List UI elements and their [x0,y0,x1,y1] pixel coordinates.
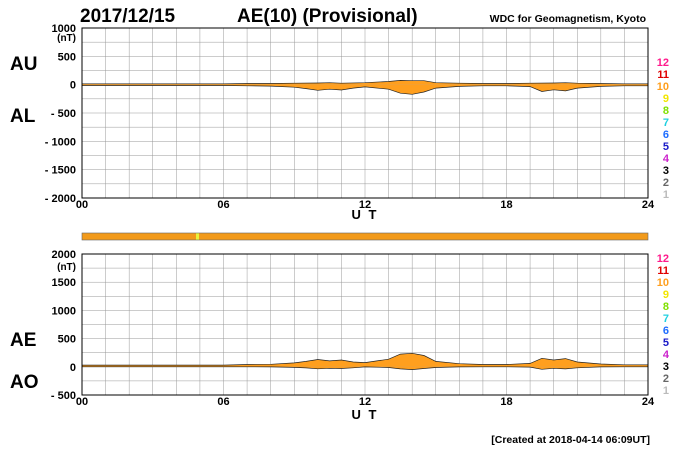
station-legend-item: 7 [663,313,669,325]
x-tick-label: 00 [76,396,88,408]
x-tick-label: 24 [642,199,655,211]
x-tick-label: 12 [359,396,371,408]
station-legend-item: 1 [663,385,669,397]
ae-ao-panel: 2000 1500 1000 500 0 - 500 (nT) 00 06 12 18 24 U T AE… [10,249,655,422]
y-tick-label: 500 [58,334,76,346]
station-legend-item: 10 [657,277,669,289]
y-tick-label: - 500 [51,390,76,402]
x-tick-label: 06 [217,199,229,211]
station-legend-item: 4 [663,153,670,165]
x-tick-label: 06 [217,396,229,408]
series-side-label: AU [10,54,37,75]
station-legend-item: 12 [657,253,669,265]
series-line-ae [82,352,648,366]
y-unit-label: (nT) [57,33,76,44]
data-coverage-frame [81,232,649,241]
x-tick-label: 18 [500,396,512,408]
source-label: WDC for Geomagnetism, Kyoto [490,13,646,25]
station-legend-item: 3 [663,361,669,373]
y-tick-label: 1500 [52,277,76,289]
y-tick-label: 500 [58,51,76,63]
series-side-label: AL [10,106,36,127]
y-tick-label: - 1500 [45,165,76,177]
y-tick-label: - 500 [51,108,76,120]
station-legend-item: 8 [663,105,669,117]
y-tick-label: 1000 [52,23,76,35]
series-line-al [82,85,648,95]
y-tick-label: - 2000 [45,193,76,205]
x-tick-label: 18 [500,199,512,211]
plot-frame [81,253,649,396]
station-legend-item: 6 [663,325,669,337]
station-legend-item: 8 [663,301,669,313]
data-coverage-bar [82,233,648,240]
y-tick-label: 0 [70,362,76,374]
station-legend-item: 5 [663,141,669,153]
series-line-ao [82,366,648,370]
x-axis-label: U T [352,407,379,422]
station-legend-item: 9 [663,93,669,105]
chart-title: AE(10) (Provisional) [237,6,418,27]
station-legend-item: 9 [663,289,669,301]
station-legend-item: 11 [657,265,669,277]
station-legend-item: 5 [663,337,669,349]
series-side-label: AE [10,330,36,351]
y-tick-label: 1000 [52,305,76,317]
x-tick-label: 00 [76,199,88,211]
y-tick-label: 0 [70,80,76,92]
au-al-panel: 1000 500 0 - 500 - 1000 - 1500 - 2000 (nT) 00 06 1… [10,23,655,222]
station-legend-item: 12 [657,57,669,69]
station-legend-item: 3 [663,165,669,177]
x-tick-label: 24 [642,396,655,408]
series-line-au [82,80,648,85]
station-legend-item: 2 [663,177,669,189]
station-legend-item: 11 [657,69,669,81]
created-timestamp: [Created at 2018-04-14 06:09UT] [491,434,650,446]
series-side-label: AO [10,372,39,393]
y-unit-label: (nT) [57,262,76,273]
x-axis-label: U T [352,207,379,222]
station-legend-item: 2 [663,373,669,385]
y-tick-label: - 1000 [45,136,76,148]
y-tick-label: 2000 [52,249,76,261]
station-legend-item: 6 [663,129,669,141]
station-legend-item: 10 [657,81,669,93]
x-tick-label: 12 [359,199,371,211]
station-legend-item: 7 [663,117,669,129]
date-label: 2017/12/15 [80,6,176,27]
plot-frame [81,27,649,199]
station-legend-item: 4 [663,349,670,361]
data-coverage-mark [196,233,199,240]
station-legend-item: 1 [663,189,669,201]
